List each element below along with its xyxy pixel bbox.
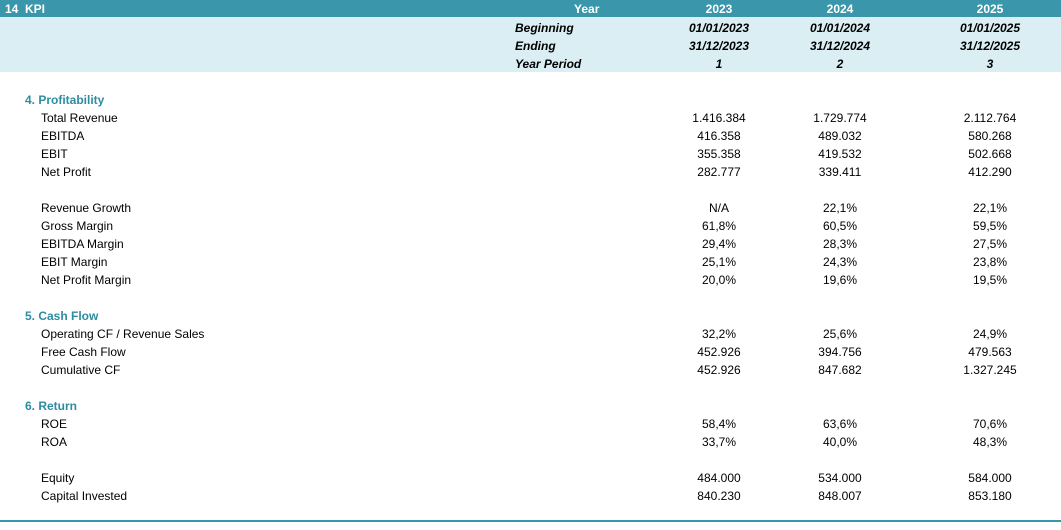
cell-net-profit-margin-2025: 19,5%	[972, 273, 1008, 287]
cell-ebitda-margin-2024: 28,3%	[822, 237, 858, 251]
period-2023: 1	[715, 57, 723, 71]
cell-revenue-growth-2024: 22,1%	[822, 201, 858, 215]
cell-roe-2025: 70,6%	[972, 417, 1008, 431]
ending-2024: 31/12/2024	[809, 39, 871, 53]
cell-roe-2024: 63,6%	[822, 417, 858, 431]
row-label-roe: ROE	[41, 417, 68, 431]
cell-net-profit-margin-2023: 20,0%	[701, 273, 737, 287]
ending-2025: 31/12/2025	[959, 39, 1021, 53]
ending-label: Ending	[515, 39, 556, 53]
cell-revenue-growth-2023: N/A	[708, 201, 729, 215]
cell-capital-invested-2025: 853.180	[968, 489, 1012, 503]
cell-ebit-2024: 419.532	[818, 147, 862, 161]
cell-roa-2025: 48,3%	[972, 435, 1008, 449]
cell-total-revenue-2023: 1.416.384	[692, 111, 746, 125]
beginning-label: Beginning	[515, 21, 574, 35]
cell-net-profit-2023: 282.777	[697, 165, 741, 179]
row-label-cumulative-cf: Cumulative CF	[41, 363, 121, 377]
row-label-roa: ROA	[41, 435, 68, 449]
row-label-total-revenue: Total Revenue	[41, 111, 118, 125]
cell-operating-cf-2025: 24,9%	[972, 327, 1008, 341]
section-cash-flow-title: 5. Cash Flow	[25, 309, 99, 323]
cell-net-profit-2025: 412.290	[968, 165, 1012, 179]
cell-ebitda-margin-2023: 29,4%	[701, 237, 737, 251]
row-label-equity: Equity	[41, 471, 75, 485]
sheet-name: KPI	[25, 2, 46, 16]
cell-ebitda-margin-2025: 27,5%	[972, 237, 1008, 251]
cell-ebitda-2023: 416.358	[697, 129, 741, 143]
sheet-title-bar: 14 KPI Year 2023 2024 2025	[0, 0, 1061, 17]
cell-capital-invested-2024: 848.007	[818, 489, 862, 503]
cell-equity-2024: 534.000	[818, 471, 862, 485]
cell-operating-cf-2023: 32,2%	[701, 327, 737, 341]
period-label: Year Period	[515, 57, 582, 71]
beginning-2024: 01/01/2024	[809, 21, 871, 35]
cell-equity-2023: 484.000	[697, 471, 741, 485]
row-label-gross-margin: Gross Margin	[41, 219, 114, 233]
row-label-ebitda-margin: EBITDA Margin	[41, 237, 124, 251]
row-label-operating-cf-revenue: Operating CF / Revenue Sales	[41, 327, 205, 341]
year-2024: 2024	[826, 2, 854, 16]
cell-cumulative-cf-2023: 452.926	[697, 363, 741, 377]
period-2024: 2	[836, 57, 844, 71]
cell-roe-2023: 58,4%	[701, 417, 737, 431]
cell-total-revenue-2024: 1.729.774	[813, 111, 867, 125]
row-label-free-cash-flow: Free Cash Flow	[41, 345, 126, 359]
cell-free-cash-flow-2025: 479.563	[968, 345, 1012, 359]
cell-revenue-growth-2025: 22,1%	[972, 201, 1008, 215]
cell-roa-2023: 33,7%	[701, 435, 737, 449]
cell-cumulative-cf-2024: 847.682	[818, 363, 862, 377]
cell-ebitda-2025: 580.268	[968, 129, 1012, 143]
section-return-title: 6. Return	[25, 399, 78, 413]
cell-free-cash-flow-2024: 394.756	[818, 345, 862, 359]
beginning-2025: 01/01/2025	[959, 21, 1021, 35]
sheet-number: 14	[5, 2, 19, 16]
cell-gross-margin-2023: 61,8%	[701, 219, 737, 233]
cell-operating-cf-2024: 25,6%	[822, 327, 858, 341]
row-label-ebit-margin: EBIT Margin	[41, 255, 108, 269]
cell-equity-2025: 584.000	[968, 471, 1012, 485]
cell-ebit-2023: 355.358	[697, 147, 741, 161]
cell-net-profit-2024: 339.411	[818, 165, 862, 179]
section-profitability-title: 4. Profitability	[25, 93, 105, 107]
ending-2023: 31/12/2023	[688, 39, 750, 53]
cell-cumulative-cf-2025: 1.327.245	[963, 363, 1017, 377]
cell-ebit-margin-2024: 24,3%	[822, 255, 858, 269]
cell-free-cash-flow-2023: 452.926	[697, 345, 741, 359]
row-label-ebitda: EBITDA	[41, 129, 85, 143]
year-2023: 2023	[705, 2, 733, 16]
year-2025: 2025	[976, 2, 1004, 16]
cell-ebit-2025: 502.668	[968, 147, 1012, 161]
beginning-2023: 01/01/2023	[688, 21, 750, 35]
cell-total-revenue-2025: 2.112.764	[963, 111, 1017, 125]
year-label: Year	[574, 2, 600, 16]
row-label-net-profit: Net Profit	[41, 165, 92, 179]
cell-roa-2024: 40,0%	[822, 435, 858, 449]
bottom-border	[0, 520, 1061, 522]
cell-ebit-margin-2023: 25,1%	[701, 255, 737, 269]
row-label-capital-invested: Capital Invested	[41, 489, 128, 503]
cell-ebit-margin-2025: 23,8%	[972, 255, 1008, 269]
cell-ebitda-2024: 489.032	[818, 129, 862, 143]
row-label-revenue-growth: Revenue Growth	[41, 201, 132, 215]
row-label-ebit: EBIT	[41, 147, 68, 161]
cell-net-profit-margin-2024: 19,6%	[822, 273, 858, 287]
period-header	[0, 17, 1061, 72]
row-label-net-profit-margin: Net Profit Margin	[41, 273, 132, 287]
cell-gross-margin-2024: 60,5%	[822, 219, 858, 233]
period-2025: 3	[986, 57, 994, 71]
cell-capital-invested-2023: 840.230	[697, 489, 741, 503]
cell-gross-margin-2025: 59,5%	[972, 219, 1008, 233]
